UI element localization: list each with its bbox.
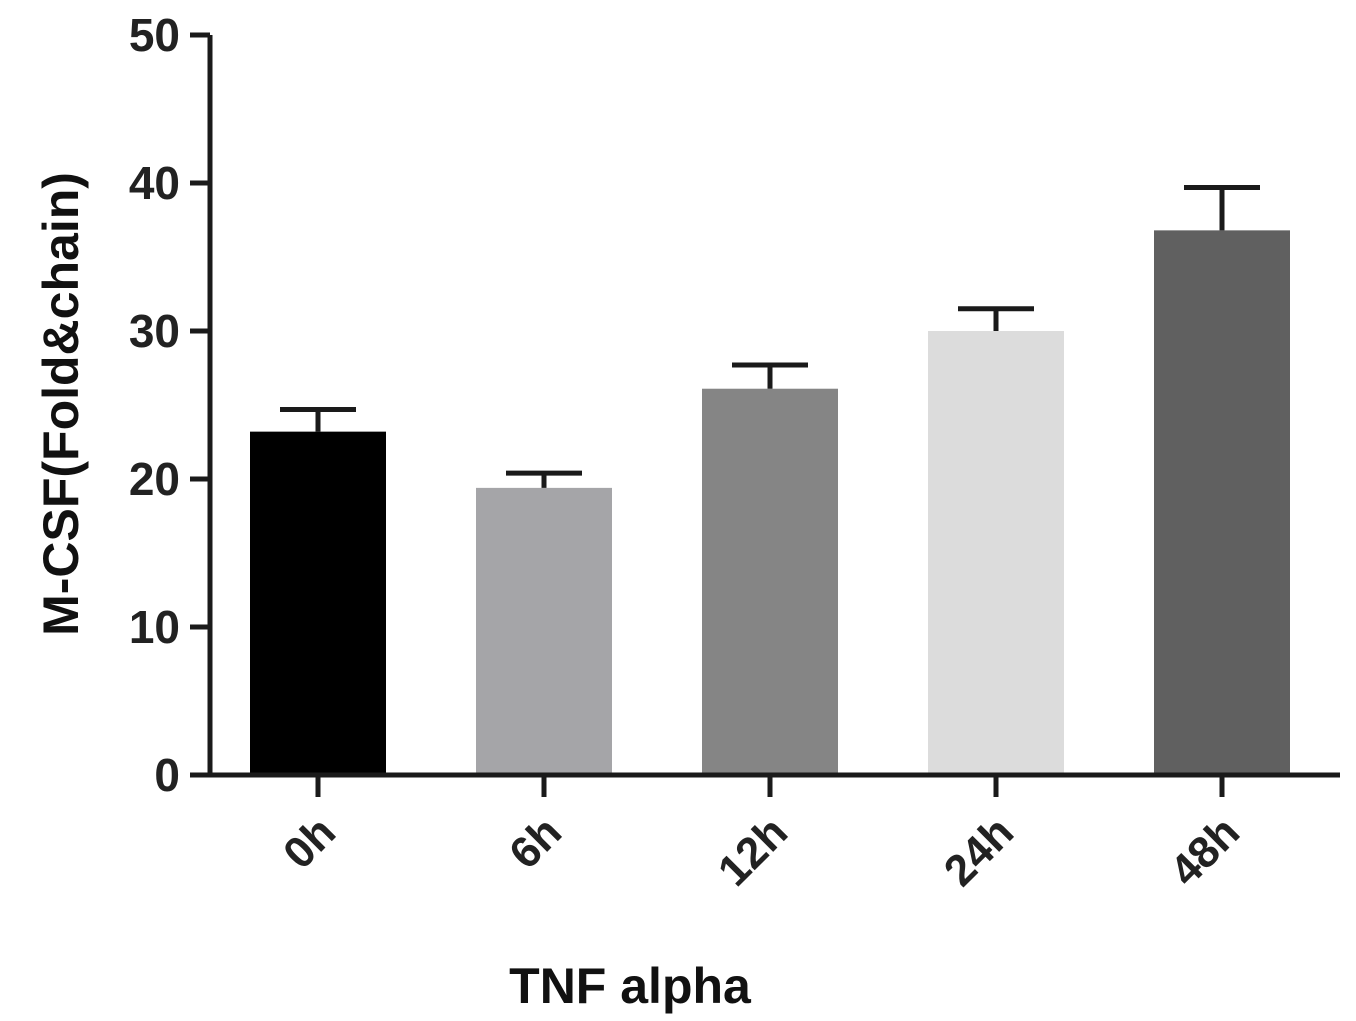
y-axis-title: M-CSF(Fold&chain) (33, 172, 89, 636)
y-tick-label: 30 (129, 305, 180, 357)
x-axis-ticks: 0h 6h 12h 24h 48h (274, 775, 1249, 896)
error-bars (280, 184, 1260, 488)
y-tick-label: 20 (129, 453, 180, 505)
x-axis-title: TNF alpha (509, 958, 752, 1014)
y-tick-label: 40 (129, 157, 180, 209)
bar (702, 388, 838, 775)
x-tick-label: 0h (274, 807, 345, 878)
y-tick-label: 10 (129, 601, 180, 653)
y-tick-label: 0 (154, 749, 180, 801)
x-tick-label: 12h (709, 807, 797, 895)
x-tick-label: 6h (500, 807, 571, 878)
bar (476, 487, 612, 775)
y-axis-ticks: 0 10 20 30 40 50 (129, 9, 210, 801)
bars (250, 230, 1290, 776)
bar (928, 331, 1064, 775)
x-tick-label: 48h (1161, 807, 1249, 895)
y-tick-label: 50 (129, 9, 180, 61)
bar (1154, 230, 1290, 776)
x-tick-label: 24h (935, 807, 1023, 895)
bar (250, 431, 386, 775)
